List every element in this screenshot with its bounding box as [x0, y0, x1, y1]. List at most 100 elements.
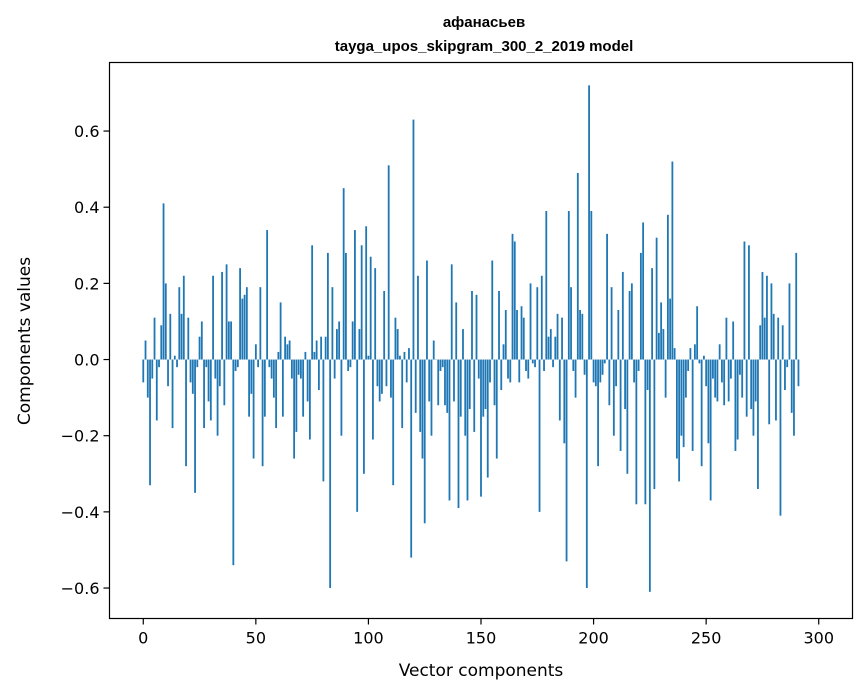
- bar-166: [516, 310, 518, 360]
- bar-84: [331, 287, 334, 360]
- bar-58: [272, 359, 275, 398]
- bar-174: [534, 359, 536, 368]
- bar-271: [752, 359, 755, 436]
- chart-subtitle: tayga_upos_skipgram_300_2_2019 model: [335, 38, 634, 55]
- bar-210: [615, 359, 617, 387]
- bar-146: [471, 290, 473, 360]
- bar-8: [160, 325, 163, 360]
- bar-241: [684, 359, 687, 398]
- bar-275: [761, 271, 764, 360]
- x-axis-label: Vector components: [399, 661, 564, 681]
- bar-195: [581, 313, 584, 360]
- bar-119: [410, 359, 413, 558]
- bar-78: [317, 359, 320, 391]
- bar-231: [662, 329, 665, 360]
- bar-236: [673, 348, 676, 360]
- bar-111: [392, 359, 395, 486]
- bar-193: [576, 172, 579, 360]
- y-axis-ticks: −0.6 −0.4 −0.2 0.0 0.2 0.4 0.6: [61, 122, 110, 598]
- bar-284: [781, 325, 784, 360]
- bar-191: [572, 359, 575, 371]
- bar-200: [592, 359, 595, 383]
- bar-212: [619, 359, 622, 451]
- bar-201: [594, 359, 597, 387]
- bar-188: [565, 359, 568, 562]
- bar-180: [547, 336, 550, 360]
- bar-249: [703, 355, 705, 360]
- bar-114: [399, 355, 401, 360]
- bar-154: [489, 359, 491, 383]
- bar-235: [671, 161, 674, 360]
- bar-20: [187, 317, 190, 360]
- bar-221: [639, 252, 642, 360]
- bar-56: [268, 359, 271, 368]
- bar-267: [743, 241, 746, 360]
- bar-164: [511, 233, 514, 360]
- bar-197: [585, 359, 588, 589]
- bar-250: [705, 359, 708, 387]
- bar-196: [583, 359, 586, 375]
- bar-132: [439, 359, 442, 371]
- bar-244: [691, 359, 694, 451]
- bar-216: [628, 290, 631, 360]
- bar-29: [207, 359, 210, 402]
- bar-145: [468, 359, 471, 410]
- x-tick-label: 300: [803, 629, 834, 648]
- bar-54: [263, 359, 266, 417]
- bar-81: [324, 336, 327, 360]
- bar-131: [437, 359, 440, 406]
- bar-181: [549, 329, 552, 360]
- bar-61: [279, 302, 282, 360]
- bar-53: [261, 359, 264, 467]
- bar-126: [426, 260, 428, 360]
- y-tick-label: 0.0: [74, 351, 99, 370]
- bar-151: [482, 359, 485, 417]
- bar-113: [396, 329, 399, 360]
- bar-171: [527, 359, 530, 379]
- bar-69: [297, 359, 300, 375]
- bar-286: [786, 359, 789, 368]
- bar-97: [360, 245, 363, 360]
- bars-group: [142, 85, 800, 592]
- bar-242: [687, 359, 690, 371]
- bar-11: [167, 359, 169, 387]
- bar-35: [221, 271, 223, 360]
- bar-282: [777, 317, 780, 360]
- bar-40: [232, 359, 235, 566]
- bar-260: [727, 359, 730, 402]
- bar-246: [696, 306, 699, 360]
- bar-44: [241, 298, 244, 360]
- bar-36: [223, 359, 226, 406]
- bar-12: [169, 313, 172, 360]
- bar-277: [766, 275, 768, 360]
- bar-182: [552, 359, 554, 368]
- bar-227: [653, 359, 656, 490]
- bar-125: [423, 359, 426, 524]
- bar-243: [689, 348, 692, 360]
- y-tick-label: 0.4: [74, 198, 99, 217]
- y-tick-label: −0.4: [61, 503, 100, 522]
- bar-264: [736, 359, 739, 440]
- plot-frame: [108, 61, 854, 620]
- bar-108: [385, 359, 388, 387]
- bar-205: [603, 359, 606, 364]
- bar-178: [543, 359, 545, 371]
- bar-203: [599, 359, 602, 383]
- bar-101: [369, 256, 372, 360]
- bar-71: [302, 359, 305, 417]
- bar-198: [588, 85, 590, 360]
- bar-57: [270, 359, 273, 379]
- bar-89: [342, 188, 345, 360]
- bar-17: [180, 313, 183, 360]
- bar-186: [561, 317, 563, 360]
- bar-0: [142, 359, 145, 383]
- bar-214: [624, 359, 626, 410]
- bar-207: [608, 359, 611, 406]
- bar-199: [590, 211, 593, 360]
- bar-14: [173, 355, 176, 360]
- bar-80: [322, 359, 325, 482]
- bar-30: [209, 359, 212, 421]
- bar-92: [349, 359, 352, 368]
- bar-26: [200, 321, 203, 360]
- bar-266: [741, 359, 744, 398]
